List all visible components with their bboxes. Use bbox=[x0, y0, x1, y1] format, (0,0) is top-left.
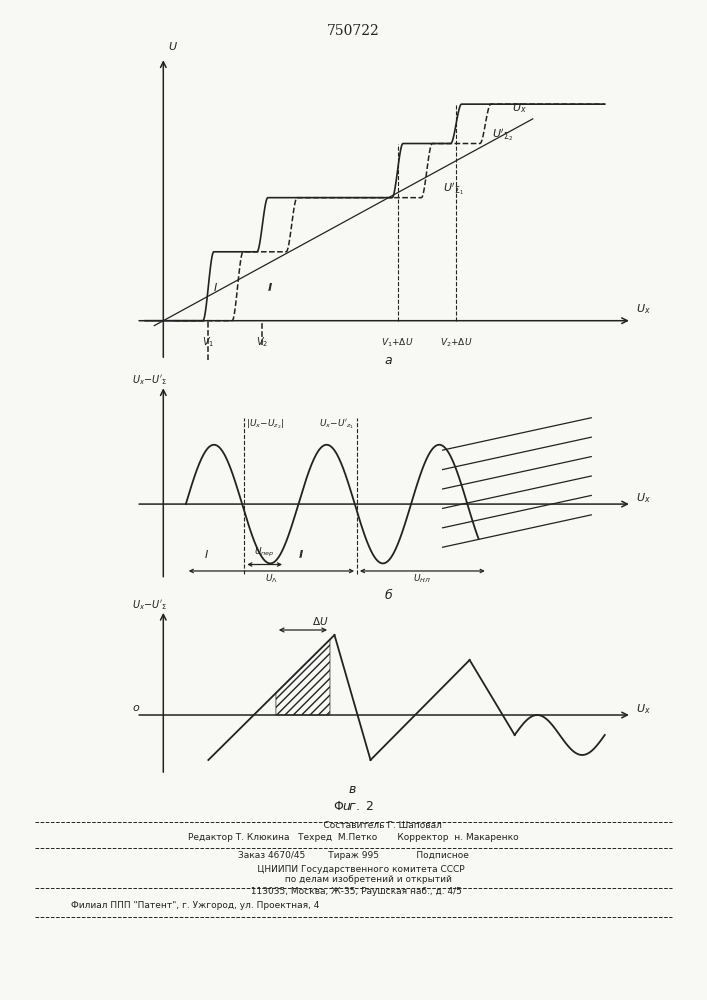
Text: $|U_x{-}U_{z_2}|$: $|U_x{-}U_{z_2}|$ bbox=[245, 417, 284, 431]
Text: $I\!I$: $I\!I$ bbox=[267, 281, 274, 293]
Text: $U'_{\Sigma_2}$: $U'_{\Sigma_2}$ bbox=[492, 128, 513, 144]
Text: $U_x{-}U'_{z_1}$: $U_x{-}U'_{z_1}$ bbox=[319, 417, 354, 431]
Text: $U'_{\Sigma_1}$: $U'_{\Sigma_1}$ bbox=[443, 182, 464, 198]
Text: $V_2{+}\Delta U$: $V_2{+}\Delta U$ bbox=[440, 336, 472, 349]
Text: $I$: $I$ bbox=[204, 548, 209, 560]
Text: $I$: $I$ bbox=[213, 281, 218, 293]
Text: $U$: $U$ bbox=[168, 40, 177, 52]
Text: $o$: $o$ bbox=[132, 703, 141, 713]
Text: 113035, Москва, Ж-35, Раушская наб., д. 4/5: 113035, Москва, Ж-35, Раушская наб., д. … bbox=[245, 887, 462, 896]
Text: по делам изобретений и открытий: по делам изобретений и открытий bbox=[255, 875, 452, 884]
Text: Редактор Т. Клюкина   Техред  М.Петко       Корректор  н. Макаренко: Редактор Т. Клюкина Техред М.Петко Корре… bbox=[188, 833, 519, 842]
Text: ЦНИИПИ Государственного комитета СССР: ЦНИИПИ Государственного комитета СССР bbox=[243, 865, 464, 874]
Text: $U_x{-}U'_{\Sigma}$: $U_x{-}U'_{\Sigma}$ bbox=[132, 373, 168, 387]
Text: Составитель Г. Шаповал: Составитель Г. Шаповал bbox=[266, 821, 441, 830]
Text: Заказ 4670/45        Тираж 995             Подписное: Заказ 4670/45 Тираж 995 Подписное bbox=[238, 851, 469, 860]
Text: $U_x$: $U_x$ bbox=[636, 302, 651, 316]
Text: $a$: $a$ bbox=[384, 354, 393, 367]
Text: $U_x{-}U'_{\Sigma}$: $U_x{-}U'_{\Sigma}$ bbox=[132, 598, 168, 612]
Text: 750722: 750722 bbox=[327, 24, 380, 38]
Text: $V_1{+}\Delta U$: $V_1{+}\Delta U$ bbox=[381, 336, 414, 349]
Text: $V_1$: $V_1$ bbox=[202, 335, 214, 349]
Text: $U_\Lambda$: $U_\Lambda$ bbox=[265, 573, 278, 585]
Text: $\Phi u\!г.\ 2$: $\Phi u\!г.\ 2$ bbox=[333, 800, 374, 813]
Text: $в$: $в$ bbox=[348, 783, 357, 796]
Text: $I\!I$: $I\!I$ bbox=[298, 548, 305, 560]
Text: $V_2$: $V_2$ bbox=[257, 335, 269, 349]
Text: Филиал ППП "Патент", г. Ужгород, ул. Проектная, 4: Филиал ППП "Патент", г. Ужгород, ул. Про… bbox=[71, 901, 319, 910]
Text: $U_{пер}$: $U_{пер}$ bbox=[255, 546, 275, 559]
Text: $U_x$: $U_x$ bbox=[636, 491, 651, 505]
Text: $\Delta U$: $\Delta U$ bbox=[312, 615, 329, 627]
Text: $б$: $б$ bbox=[384, 587, 393, 602]
Text: $U_x$: $U_x$ bbox=[636, 702, 651, 716]
Text: $U_{НЛ}$: $U_{НЛ}$ bbox=[414, 573, 431, 585]
Text: $U_x$: $U_x$ bbox=[512, 102, 527, 115]
